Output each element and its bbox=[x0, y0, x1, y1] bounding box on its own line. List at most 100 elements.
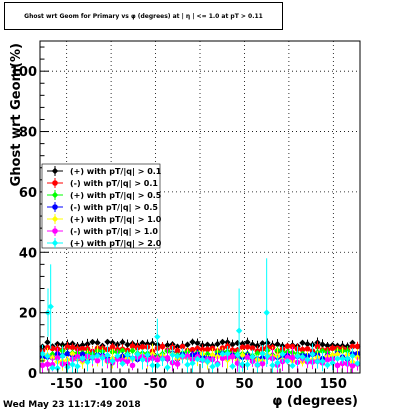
data-point bbox=[289, 343, 296, 350]
data-point bbox=[259, 350, 266, 357]
data-point bbox=[164, 341, 171, 349]
x-tick-label: -100 bbox=[95, 377, 128, 392]
data-point bbox=[49, 364, 56, 372]
data-point bbox=[334, 355, 341, 362]
data-point bbox=[194, 345, 201, 352]
data-point bbox=[339, 355, 346, 362]
legend-marker bbox=[51, 167, 59, 175]
data-point bbox=[244, 361, 251, 368]
data-point bbox=[314, 343, 321, 350]
data-point bbox=[214, 340, 221, 348]
data-point bbox=[89, 338, 96, 346]
legend-marker bbox=[52, 228, 58, 234]
data-point bbox=[179, 352, 186, 359]
legend-box bbox=[41, 163, 161, 249]
data-point bbox=[299, 346, 306, 353]
legend-label: (-) with pT/|q| > 1.0 bbox=[70, 227, 158, 236]
legend-marker bbox=[52, 180, 58, 186]
data-point bbox=[109, 344, 116, 350]
data-point bbox=[84, 340, 91, 348]
chart-title: Ghost wrt Geom for Primary vs φ (degrees… bbox=[24, 12, 263, 20]
data-point bbox=[249, 341, 256, 348]
data-point bbox=[219, 355, 226, 362]
data-point bbox=[149, 340, 156, 347]
data-point bbox=[104, 338, 111, 346]
legend-label: (+) with pT/|q| > 2.0 bbox=[70, 239, 162, 248]
data-point bbox=[149, 362, 156, 369]
data-point bbox=[69, 350, 76, 358]
data-point bbox=[104, 352, 111, 359]
data-point bbox=[129, 354, 136, 362]
data-point bbox=[259, 340, 266, 347]
legend-marker bbox=[51, 239, 59, 247]
data-point bbox=[184, 353, 191, 359]
data-point bbox=[239, 344, 246, 351]
data-point bbox=[324, 342, 331, 349]
data-point bbox=[94, 357, 101, 364]
data-point bbox=[264, 339, 271, 347]
data-point bbox=[64, 344, 71, 350]
data-point bbox=[109, 357, 116, 365]
data-point-outlier bbox=[154, 333, 161, 340]
data-point-outlier bbox=[263, 309, 270, 316]
data-point bbox=[69, 361, 76, 368]
data-point bbox=[349, 362, 356, 369]
data-point bbox=[119, 360, 126, 367]
data-point bbox=[49, 354, 56, 361]
data-point bbox=[219, 350, 226, 358]
data-point bbox=[94, 352, 101, 359]
legend-label: (+) with pT/|q| > 1.0 bbox=[70, 215, 162, 224]
data-point bbox=[189, 360, 196, 367]
series-6 bbox=[39, 258, 361, 373]
data-point bbox=[74, 363, 81, 370]
data-point bbox=[319, 341, 326, 348]
data-point bbox=[54, 355, 61, 361]
data-point bbox=[344, 355, 351, 362]
data-point bbox=[144, 351, 151, 359]
x-tick-label: -50 bbox=[144, 377, 168, 392]
data-point bbox=[354, 360, 361, 367]
data-point bbox=[139, 339, 146, 347]
data-point bbox=[349, 352, 356, 360]
data-point bbox=[239, 361, 246, 368]
data-point bbox=[274, 359, 281, 366]
data-point bbox=[174, 343, 181, 350]
data-point bbox=[329, 359, 336, 367]
data-point bbox=[44, 352, 51, 360]
data-point bbox=[39, 362, 46, 369]
data-point bbox=[249, 345, 256, 351]
data-point bbox=[229, 353, 236, 360]
timestamp: Wed May 23 11:17:49 2018 bbox=[3, 400, 141, 410]
data-point bbox=[124, 341, 131, 348]
data-point bbox=[64, 351, 71, 357]
data-point bbox=[164, 355, 171, 361]
data-point bbox=[74, 353, 81, 360]
chart-title-box: Ghost wrt Geom for Primary vs φ (degrees… bbox=[4, 2, 283, 30]
data-point bbox=[44, 361, 51, 368]
data-point bbox=[304, 356, 311, 363]
data-point bbox=[269, 362, 276, 369]
data-point bbox=[229, 341, 236, 348]
data-point bbox=[244, 344, 251, 350]
data-point bbox=[64, 363, 71, 371]
data-point bbox=[354, 343, 361, 350]
tick-labels: -150 -100 -50 0 50 100 150 0 20 40 60 80 100 bbox=[10, 65, 347, 392]
data-point bbox=[119, 339, 126, 346]
data-point bbox=[229, 363, 236, 370]
data-point bbox=[334, 362, 341, 369]
data-point bbox=[254, 361, 261, 369]
data-point bbox=[79, 345, 86, 352]
data-point bbox=[194, 355, 201, 363]
data-point bbox=[134, 351, 141, 358]
data-point bbox=[89, 354, 96, 361]
data-point bbox=[204, 341, 211, 348]
data-point bbox=[304, 346, 311, 352]
x-axis-label: φ (degrees) bbox=[272, 394, 358, 409]
data-point bbox=[279, 350, 286, 358]
y-tick-label: 20 bbox=[19, 307, 37, 322]
data-point-outlier bbox=[235, 327, 243, 334]
data-point bbox=[59, 341, 66, 349]
data-point bbox=[254, 350, 261, 357]
data-point bbox=[329, 345, 336, 352]
data-point bbox=[174, 361, 181, 367]
